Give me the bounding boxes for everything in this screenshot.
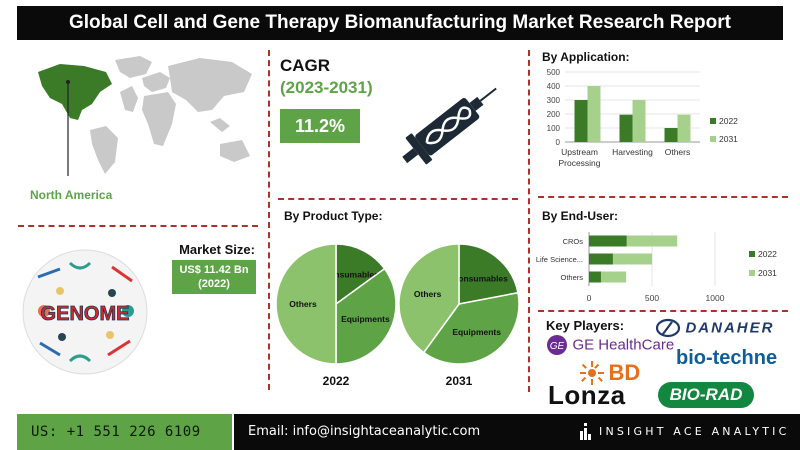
slice-label: Consumables (323, 270, 379, 280)
market-size-box: US$ 11.42 Bn (2022) (172, 260, 256, 294)
application-chart-title: By Application: (542, 50, 630, 64)
footer-bar: Email: info@insightaceanalytic.com INSIG… (234, 414, 800, 450)
danaher-mark-icon (655, 318, 681, 338)
bar (574, 100, 588, 142)
x-tick-label: 0 (587, 293, 592, 303)
x-tick-label: 500 (645, 293, 659, 303)
y-tick-label: Others (560, 273, 583, 282)
legend-swatch (710, 136, 716, 142)
svg-text:GE: GE (550, 341, 565, 352)
syringe-dna-icon (402, 87, 497, 165)
footer-phone: US: +1 551 226 6109 (17, 414, 232, 450)
key-players-title: Key Players: (546, 318, 625, 333)
divider-right-horizontal-2 (538, 310, 788, 312)
bar (589, 253, 613, 265)
market-size-value: US$ 11.42 Bn (179, 264, 249, 276)
x-tick-label: 1000 (706, 293, 725, 303)
bar (632, 100, 646, 142)
ge-healthcare-name: GE HealthCare (572, 336, 675, 354)
biotechne-logo: bio-techne (676, 347, 778, 369)
footer-brand: INSIGHT ACE ANALYTIC (599, 425, 790, 438)
y-tick-label: 200 (547, 110, 561, 119)
slice-label: Others (289, 299, 317, 309)
bar (587, 86, 601, 142)
pie-slice (275, 243, 337, 365)
cagr-years: (2023-2031) (280, 78, 373, 97)
bd-name: BD (608, 360, 641, 385)
world-map (38, 56, 252, 176)
report-title: Global Cell and Gene Therapy Biomanufact… (17, 6, 783, 40)
product-chart-title: By Product Type: (284, 209, 383, 223)
legend-swatch (749, 251, 755, 257)
y-tick-label: CROs (563, 237, 584, 246)
market-size-year: (2022) (198, 278, 230, 290)
danaher-name: DANAHER (685, 319, 775, 337)
insightace-logo-icon (580, 423, 591, 440)
footer-email: Email: info@insightaceanalytic.com (248, 424, 481, 439)
divider-right-horizontal-1 (538, 196, 788, 198)
pie-chart-2031: Consumables Equipments Others (398, 243, 520, 365)
lonza-logo: Lonza (548, 380, 626, 410)
ge-monogram-icon: GE (547, 335, 567, 355)
legend-label: 2022 (758, 249, 777, 259)
cagr-value: 11.2% (280, 109, 360, 143)
x-tick-label: Harvesting (612, 147, 653, 157)
slice-label: Equipments (341, 314, 390, 324)
legend-label: 2022 (719, 116, 738, 126)
legend-swatch (749, 270, 755, 276)
bd-sunburst-icon (580, 361, 604, 385)
pie-2031-year: 2031 (445, 374, 473, 388)
divider-right (528, 50, 530, 392)
ge-healthcare-logo: GE GE HealthCare (546, 334, 674, 358)
y-tick-label: 500 (547, 68, 561, 77)
slice-label: Equipments (452, 327, 501, 337)
bar (589, 235, 627, 247)
y-tick-label: Life Science... (536, 255, 583, 264)
enduser-chart-title: By End-User: (542, 209, 619, 223)
market-size-label: Market Size: (179, 242, 255, 257)
slice-label: Others (414, 289, 442, 299)
bar (589, 271, 601, 283)
biorad-logo: BIO-RAD (658, 382, 754, 408)
x-tick-label: Others (665, 147, 691, 157)
divider-left (268, 50, 270, 390)
y-tick-label: 0 (556, 138, 561, 147)
slice-label: Consumables (452, 274, 508, 284)
y-tick-label: 400 (547, 82, 561, 91)
bar (664, 128, 678, 142)
x-tick-label: Processing (558, 158, 600, 168)
bd-logo: BD (580, 360, 641, 385)
region-label: North America (30, 188, 113, 202)
divider-mid-horizontal (278, 198, 518, 200)
pie-slice (335, 267, 397, 365)
pie-2022-year: 2022 (322, 374, 350, 388)
legend-swatch (710, 118, 716, 124)
danaher-logo: DANAHER (655, 318, 774, 340)
genome-text: GENOME (41, 303, 130, 325)
y-tick-label: 100 (547, 124, 561, 133)
bar (600, 271, 627, 283)
divider-left-horizontal (18, 225, 258, 227)
pie-slice (458, 243, 519, 305)
pie-slice (422, 291, 520, 365)
genome-illustration: GENOME (22, 249, 148, 375)
pie-slice (335, 243, 386, 306)
pie-chart-2022: Consumables Equipments Others (275, 243, 397, 365)
pie-slice (398, 243, 460, 354)
bar (626, 235, 678, 247)
bar (612, 253, 652, 265)
enduser-chart: 0 500 1000 CROs Life Science... Others 2022 203… (536, 232, 777, 303)
bar (619, 114, 633, 142)
bar (677, 114, 691, 142)
x-tick-label: Upstream (561, 147, 598, 157)
legend-label: 2031 (758, 268, 777, 278)
legend-label: 2031 (719, 134, 738, 144)
cagr-title: CAGR (280, 56, 331, 75)
y-tick-label: 300 (547, 96, 561, 105)
